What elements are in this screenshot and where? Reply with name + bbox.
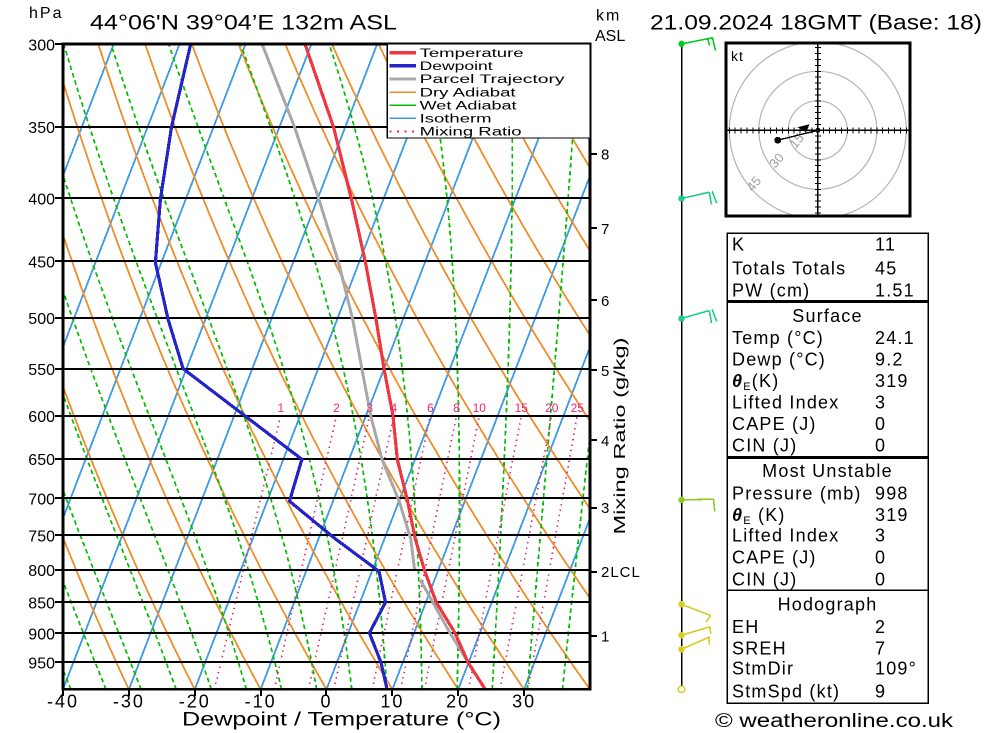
svg-text:0: 0 (320, 692, 332, 712)
svg-text:25: 25 (571, 401, 585, 415)
svg-text:CAPE (J): CAPE (J) (732, 414, 817, 434)
svg-text:Most Unstable: Most Unstable (762, 461, 893, 481)
svg-text:10: 10 (473, 401, 487, 415)
svg-text:109°: 109° (875, 658, 917, 678)
svg-text:2LCL: 2LCL (601, 564, 641, 581)
svg-text:Dewpoint: Dewpoint (420, 61, 494, 73)
svg-text:Mixing Ratio (g/kg): Mixing Ratio (g/kg) (612, 338, 629, 535)
svg-text:600: 600 (28, 409, 55, 426)
svg-text:21.09.2024 18GMT (Base: 18): 21.09.2024 18GMT (Base: 18) (650, 12, 982, 35)
svg-text:550: 550 (28, 362, 55, 379)
svg-text:StmSpd (kt): StmSpd (kt) (732, 681, 840, 701)
svg-text:0: 0 (875, 569, 886, 589)
svg-text:998: 998 (875, 483, 909, 503)
svg-text:1: 1 (277, 401, 284, 415)
svg-text:PW (cm): PW (cm) (732, 281, 810, 301)
svg-text:0: 0 (875, 436, 886, 456)
svg-text:2: 2 (875, 617, 886, 637)
svg-text:30: 30 (512, 692, 536, 712)
svg-text:8: 8 (601, 147, 610, 164)
svg-text:1: 1 (601, 628, 610, 645)
svg-text:hPa: hPa (29, 5, 63, 22)
svg-text:0: 0 (875, 414, 886, 434)
svg-text:350: 350 (28, 120, 55, 137)
svg-text:Pressure (mb): Pressure (mb) (732, 483, 862, 503)
svg-text:-40: -40 (47, 692, 79, 712)
svg-text:850: 850 (28, 596, 55, 613)
svg-text:-20: -20 (179, 692, 211, 712)
svg-text:4: 4 (601, 433, 610, 450)
svg-text:Dewpoint / Temperature (°C): Dewpoint / Temperature (°C) (182, 710, 501, 731)
svg-text:Hodograph: Hodograph (778, 595, 878, 615)
svg-text:SREH: SREH (732, 639, 787, 659)
svg-text:44°06'N 39°04’E 132m ASL: 44°06'N 39°04’E 132m ASL (90, 12, 397, 35)
svg-text:3: 3 (875, 526, 886, 546)
svg-text:3: 3 (366, 401, 373, 415)
svg-text:CIN (J): CIN (J) (732, 436, 797, 456)
svg-text:10: 10 (380, 692, 404, 712)
svg-text:Lifted Index: Lifted Index (732, 392, 839, 412)
svg-text:500: 500 (28, 311, 55, 328)
svg-text:StmDir: StmDir (732, 658, 794, 678)
svg-text:700: 700 (28, 492, 55, 509)
svg-text:45: 45 (875, 259, 897, 279)
svg-text:Lifted Index: Lifted Index (732, 526, 839, 546)
svg-text:3: 3 (875, 392, 886, 412)
svg-text:Surface: Surface (792, 306, 862, 326)
svg-text:800: 800 (28, 563, 55, 580)
svg-text:Totals Totals: Totals Totals (732, 259, 846, 279)
svg-text:24.1: 24.1 (875, 328, 915, 348)
svg-text:3: 3 (601, 500, 610, 517)
svg-text:Parcel Trajectory: Parcel Trajectory (420, 74, 565, 86)
svg-text:9: 9 (875, 681, 886, 701)
svg-text:950: 950 (28, 655, 55, 672)
svg-text:6: 6 (427, 401, 434, 415)
svg-text:CIN (J): CIN (J) (732, 569, 797, 589)
svg-text:900: 900 (28, 626, 55, 643)
svg-text:km: km (596, 8, 621, 25)
svg-text:5: 5 (601, 363, 610, 380)
svg-text:θE(K): θE(K) (732, 371, 779, 393)
svg-text:7: 7 (875, 639, 886, 659)
svg-text:11: 11 (875, 235, 896, 255)
svg-text:319: 319 (875, 371, 909, 391)
svg-text:750: 750 (28, 529, 55, 546)
svg-text:9.2: 9.2 (875, 350, 904, 370)
svg-text:© weatheronline.co.uk: © weatheronline.co.uk (715, 711, 954, 732)
svg-text:K: K (732, 235, 745, 255)
svg-text:Temperature: Temperature (420, 48, 524, 60)
svg-text:Isotherm: Isotherm (420, 114, 492, 126)
svg-text:6: 6 (601, 293, 610, 310)
svg-text:450: 450 (28, 255, 55, 272)
svg-text:Temp (°C): Temp (°C) (732, 328, 824, 348)
svg-text:20: 20 (545, 401, 559, 415)
svg-text:7: 7 (601, 221, 610, 238)
svg-text:319: 319 (875, 505, 909, 525)
svg-text:8: 8 (453, 401, 460, 415)
svg-text:Mixing Ratio: Mixing Ratio (420, 127, 522, 139)
svg-text:20: 20 (446, 692, 470, 712)
svg-text:2: 2 (333, 401, 340, 415)
svg-text:Dry Adiabat: Dry Adiabat (420, 87, 517, 99)
svg-text:300: 300 (28, 37, 55, 54)
svg-text:-30: -30 (113, 692, 145, 712)
svg-text:kt: kt (731, 48, 744, 64)
svg-text:CAPE (J): CAPE (J) (732, 547, 817, 567)
svg-text:0: 0 (875, 547, 886, 567)
svg-text:15: 15 (515, 401, 529, 415)
svg-text:Wet Adiabat: Wet Adiabat (420, 100, 518, 112)
svg-text:1.51: 1.51 (875, 281, 915, 301)
svg-text:EH: EH (732, 617, 759, 637)
svg-text:θE (K): θE (K) (732, 505, 786, 527)
svg-text:4: 4 (391, 401, 398, 415)
svg-text:400: 400 (28, 192, 55, 209)
svg-text:Dewp (°C): Dewp (°C) (732, 350, 826, 370)
svg-text:ASL: ASL (595, 28, 625, 45)
svg-text:650: 650 (28, 452, 55, 469)
svg-text:-10: -10 (245, 692, 277, 712)
